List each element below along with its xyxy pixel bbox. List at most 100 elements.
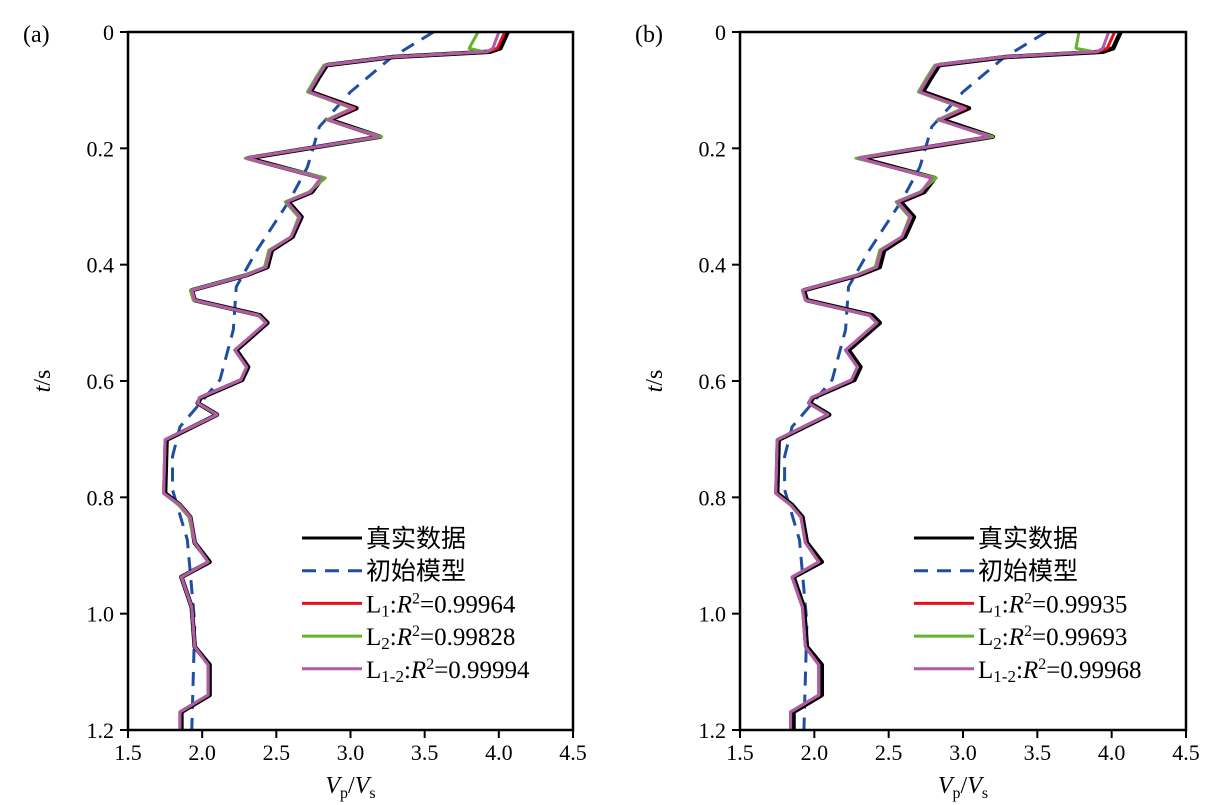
text-part: / [961, 773, 968, 799]
x-tick-label: 2.5 [875, 740, 903, 765]
text-part: V [938, 773, 955, 799]
x-tick-label: 2.5 [263, 740, 291, 765]
y-axis-label: t/s [642, 370, 668, 393]
legend-label: 初始模型 [978, 558, 1078, 586]
text-part: : [1016, 657, 1023, 684]
y-tick-label: 0.6 [699, 369, 727, 394]
x-axis-label: Vp/Vs [325, 773, 375, 802]
y-tick-label: 0.4 [699, 253, 727, 278]
text-part: p [340, 785, 348, 802]
legend-item-L2: L2:R2=0.99828 [302, 623, 515, 653]
y-tick-label: 1.2 [699, 718, 727, 743]
text-part: 2 [1038, 656, 1046, 673]
text-part: R [396, 591, 412, 618]
text-part: 0.99964 [434, 591, 516, 618]
text-part: = [1032, 591, 1046, 618]
text-part: R [1022, 657, 1038, 684]
text-part: L [978, 657, 993, 684]
series-L1-2-line [774, 32, 1111, 730]
y-tick-label: 0 [103, 20, 114, 45]
text-part: 0.99968 [1060, 657, 1141, 684]
text-part: s [982, 785, 988, 802]
plot-area [774, 32, 1123, 730]
text-part: R [410, 657, 426, 684]
text-part: = [1046, 657, 1060, 684]
x-tick-label: 3.0 [949, 740, 977, 765]
legend-label: 真实数据 [366, 525, 466, 553]
x-tick-label: 1.5 [114, 740, 142, 765]
y-tick-label: 0 [715, 20, 726, 45]
text-part: 2 [1024, 623, 1032, 640]
y-tick-label: 0.8 [87, 485, 115, 510]
text-part: t [642, 384, 668, 392]
text-part: R [396, 624, 412, 651]
text-part: R [1008, 624, 1024, 651]
legend-item-L12: L1-2:R2=0.99994 [302, 656, 530, 686]
legend-label: L1-2:R2=0.99968 [978, 656, 1142, 686]
text-part: 真实数据 [978, 525, 1078, 553]
text-part: = [420, 591, 434, 618]
text-part: : [1002, 591, 1009, 618]
y-tick-label: 1.2 [87, 718, 115, 743]
text-part: s [369, 785, 375, 802]
text-part: 1 [381, 601, 390, 620]
y-tick-label: 1.0 [87, 602, 115, 627]
legend-label: L1-2:R2=0.99994 [366, 656, 530, 686]
y-tick-label: 0.4 [87, 253, 115, 278]
text-part: = [1032, 624, 1046, 651]
x-tick-label: 4.0 [485, 740, 513, 765]
text-part: 2 [426, 656, 434, 673]
text-part: 0.99828 [434, 624, 515, 651]
x-tick-label: 2.0 [188, 740, 216, 765]
x-tick-label: 3.5 [411, 740, 439, 765]
text-part: 0.99994 [448, 657, 530, 684]
text-part: 1-2 [993, 667, 1016, 686]
legend-item-initial: 初始模型 [914, 558, 1078, 586]
text-part: R [1008, 591, 1024, 618]
x-tick-label: 4.5 [559, 740, 587, 765]
series-L1-2-line [162, 32, 501, 730]
legend-label: L2:R2=0.99828 [366, 623, 515, 653]
text-part: : [404, 657, 411, 684]
text-part: 2 [993, 634, 1002, 653]
legend-item-L1: L1:R2=0.99935 [914, 590, 1127, 620]
text-part: /s [642, 370, 668, 386]
legend-label: L1:R2=0.99964 [366, 590, 516, 620]
text-part: 2 [1024, 590, 1032, 607]
text-part: L [978, 591, 993, 618]
y-tick-label: 0.8 [699, 485, 727, 510]
text-part: = [420, 624, 434, 651]
legend-label: 初始模型 [366, 558, 466, 586]
y-tick-label: 0.6 [87, 369, 115, 394]
text-part: = [434, 657, 448, 684]
y-tick-label: 0.2 [699, 136, 727, 161]
legend-item-L1: L1:R2=0.99964 [302, 590, 516, 620]
legend-item-initial: 初始模型 [302, 558, 466, 586]
text-part: /s [30, 370, 56, 386]
legend-item-L2: L2:R2=0.99693 [914, 623, 1127, 653]
text-part: 2 [381, 634, 390, 653]
text-part: 真实数据 [366, 525, 466, 553]
x-tick-label: 3.0 [337, 740, 365, 765]
text-part: 0.99693 [1046, 624, 1127, 651]
legend-label: L1:R2=0.99935 [978, 590, 1127, 620]
text-part: V [325, 773, 342, 799]
text-part: : [1002, 624, 1009, 651]
text-part: V [355, 773, 372, 799]
plot-area [162, 32, 510, 730]
text-part: L [366, 657, 381, 684]
text-part: 1-2 [381, 667, 404, 686]
text-part: 2 [412, 623, 420, 640]
x-tick-label: 1.5 [726, 740, 754, 765]
panel-b: 1.5 2.0 2.5 3.0 3.5 4.0 4.5 0 0.2 0.4 0.6 0.8 1.0 1.2… [635, 20, 1200, 802]
text-part: L [978, 624, 993, 651]
legend-item-true: 真实数据 [914, 525, 1078, 553]
x-tick-label: 2.0 [801, 740, 829, 765]
y-axis-label: t/s [30, 370, 56, 393]
panel-label: (a) [23, 22, 50, 48]
legend-label: L2:R2=0.99693 [978, 623, 1127, 653]
text-part: t [30, 384, 56, 392]
x-tick-label: 3.5 [1024, 740, 1052, 765]
legend-label: 真实数据 [978, 525, 1078, 553]
